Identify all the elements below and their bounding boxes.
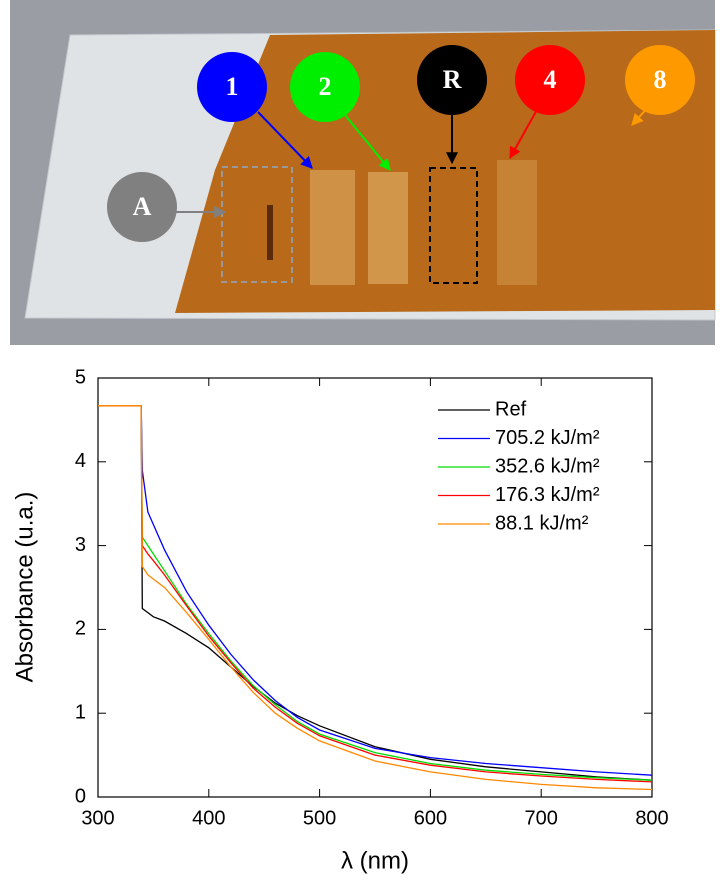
series-line [98,405,653,783]
series-line [98,405,653,776]
legend-label: 352.6 kJ/m² [495,455,600,477]
x-tick-label: 500 [303,807,336,829]
y-tick-label: 0 [75,785,86,807]
series-line [98,405,653,791]
marker-label: R [443,65,462,94]
zone-box [429,167,478,284]
marker-circle [515,45,585,115]
y-tick-label: 5 [75,366,86,388]
series-line [98,405,653,781]
marker-circle [417,45,487,115]
marker-label: 1 [226,72,239,101]
marker-circle [625,45,695,115]
marker-label: 2 [319,72,332,101]
marker-circle [107,172,177,242]
y-tick-label: 1 [75,701,86,723]
marker-label: A [133,192,152,221]
x-tick-label: 700 [525,807,558,829]
y-tick-label: 3 [75,534,86,556]
arrow [257,111,313,169]
marker-circle [290,52,360,122]
y-tick-label: 4 [75,450,86,472]
series-line [98,405,653,781]
y-axis-label: Absorbance (u.a.) [11,492,38,683]
marker-label: 8 [654,65,667,94]
legend-label: 88.1 kJ/m² [495,512,589,534]
plot-frame [97,377,653,798]
legend-label: 705.2 kJ/m² [495,427,600,449]
legend-label: 176.3 kJ/m² [495,484,600,506]
x-tick-label: 400 [192,807,225,829]
ablation-mark [267,205,273,260]
arrow [344,114,391,171]
x-tick-label: 300 [81,807,114,829]
legend-label: Ref [495,398,527,420]
x-axis-label: λ (nm) [341,847,409,874]
exposed-zone [310,170,355,285]
marker-label: 4 [544,65,557,94]
y-tick-label: 2 [75,618,86,640]
zone-box [221,166,293,283]
marker-circle [197,52,267,122]
x-tick-label: 800 [635,807,668,829]
arrow [509,107,539,160]
exposed-zone [368,172,408,284]
photo: A 1 2 R 4 8 [10,0,716,345]
exposed-zone [497,160,537,285]
x-tick-label: 600 [414,807,447,829]
